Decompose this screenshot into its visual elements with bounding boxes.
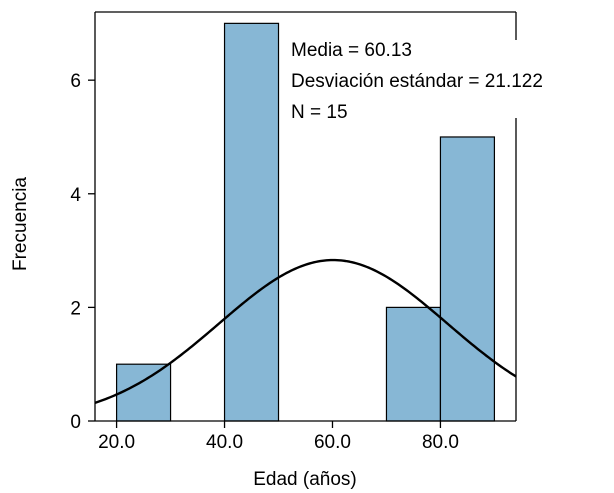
x-axis-ticks: 20.0 40.0 60.0 80.0: [98, 421, 459, 453]
x-tick-label-20: 20.0: [98, 432, 135, 453]
y-tick-label-2: 2: [70, 298, 81, 319]
stat-mean: Media = 60.13: [291, 40, 412, 61]
x-tick-label-40: 40.0: [206, 432, 243, 453]
curve-layer: [94, 258, 517, 404]
y-axis-title: Frecuencia: [10, 177, 31, 271]
histogram-bar-40-50: [223, 22, 280, 422]
histogram-bar-80-90: [439, 136, 496, 422]
y-tick-label-0: 0: [70, 412, 81, 433]
y-axis-ticks: 0 2 4 6: [70, 71, 95, 433]
bars-layer: [115, 22, 496, 422]
x-axis-title: Edad (años): [253, 469, 357, 490]
stat-std-dev: Desviación estándar = 21.122: [291, 71, 543, 92]
histogram-bar-20-30: [115, 363, 172, 422]
histogram-bar-70-80: [385, 306, 442, 422]
stat-n: N = 15: [291, 102, 348, 123]
x-tick-label-60: 60.0: [314, 432, 351, 453]
y-tick-label-6: 6: [70, 71, 81, 92]
stats-box-background: [290, 28, 614, 128]
normal-distribution-curve: [94, 258, 517, 404]
x-tick-label-80: 80.0: [422, 432, 459, 453]
y-tick-label-4: 4: [70, 185, 81, 206]
